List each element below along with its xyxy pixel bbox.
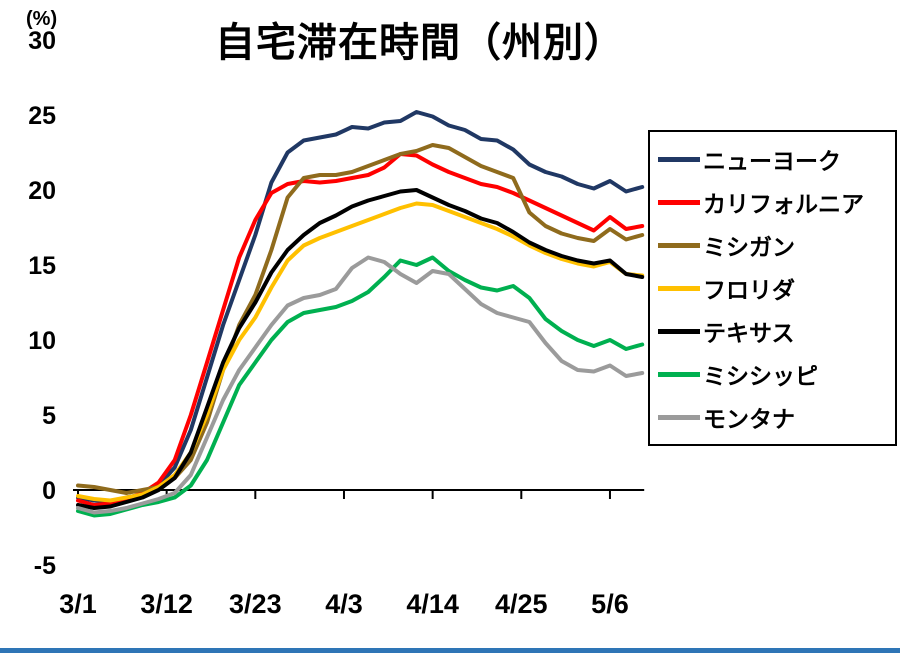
series-line-texas [76, 188, 645, 510]
legend-label-florida: フロリダ [703, 277, 795, 303]
y-axis-unit-label: (%) [26, 8, 58, 30]
legend-item-florida: フロリダ [658, 271, 887, 305]
series-line-florida [76, 201, 645, 503]
y-tick-label: 30 [28, 27, 56, 55]
chart-title: 自宅滞在時間（州別） [215, 21, 625, 65]
legend-item-texas: テキサス [658, 314, 887, 348]
chart-legend: ニューヨーク カリフォルニア ミシガンフロリダテキサスミシシッピモンタナ [648, 130, 897, 446]
legend-item-california: カリフォルニア [658, 185, 887, 219]
series-line-michigan [76, 143, 645, 495]
x-tick-label: 3/1 [59, 589, 97, 619]
legend-swatch-new-york [658, 156, 700, 162]
series-line-california [76, 152, 645, 507]
legend-item-montana: モンタナ [658, 400, 887, 434]
y-tick-label: 15 [28, 252, 56, 280]
x-tick-label: 4/14 [406, 589, 459, 619]
legend-item-mississippi: ミシシッピ [658, 357, 887, 391]
series-line-new-york [76, 110, 645, 504]
legend-swatch-montana [658, 414, 700, 420]
legend-label-mississippi: ミシシッピ [703, 363, 818, 389]
series-line-montana [76, 255, 645, 515]
y-tick-label: 0 [42, 477, 56, 505]
x-tick-label: 3/23 [229, 589, 282, 619]
legend-item-new-york: ニューヨーク [658, 142, 887, 176]
y-tick-label: 10 [28, 327, 56, 355]
x-tick-label: 5/6 [591, 589, 629, 619]
legend-label-montana: モンタナ [703, 406, 795, 432]
footer-divider [0, 648, 900, 653]
x-tick-label: 3/12 [140, 589, 193, 619]
x-tick-label: 4/3 [325, 589, 363, 619]
legend-swatch-florida [658, 285, 700, 291]
line-chart-plot: 30 25 20 15 10 5 0 -53/1 3/12 3/23 4/3 4/14 4/25 5/6 [28, 27, 645, 619]
legend-swatch-mississippi [658, 371, 700, 377]
legend-item-michigan: ミシガン [658, 228, 887, 262]
y-tick-label: 25 [28, 102, 56, 130]
y-tick-label: 5 [42, 402, 56, 430]
y-tick-label: -5 [34, 552, 56, 580]
legend-swatch-california [658, 199, 700, 205]
legend-label-new-york: ニューヨーク [703, 148, 841, 174]
legend-label-texas: テキサス [703, 320, 795, 346]
x-tick-label: 4/25 [495, 589, 548, 619]
legend-swatch-michigan [658, 242, 700, 248]
y-tick-label: 20 [28, 177, 56, 205]
legend-label-michigan: ミシガン [703, 234, 795, 260]
legend-swatch-texas [658, 328, 700, 334]
legend-label-california: カリフォルニア [703, 191, 864, 217]
series-line-mississippi [76, 255, 645, 518]
